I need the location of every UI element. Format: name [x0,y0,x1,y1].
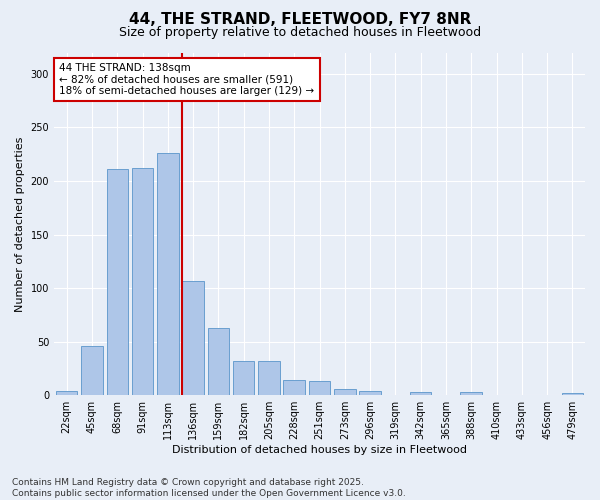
Bar [208,328,229,395]
Bar [309,382,330,395]
Bar [56,391,77,395]
Bar [182,280,204,395]
Bar [334,389,356,395]
Bar [258,361,280,395]
Bar [283,380,305,395]
Bar [233,361,254,395]
Y-axis label: Number of detached properties: Number of detached properties [15,136,25,312]
Bar [410,392,431,395]
Bar [107,169,128,395]
Bar [81,346,103,395]
Text: Size of property relative to detached houses in Fleetwood: Size of property relative to detached ho… [119,26,481,39]
Text: Contains HM Land Registry data © Crown copyright and database right 2025.
Contai: Contains HM Land Registry data © Crown c… [12,478,406,498]
Bar [132,168,153,395]
X-axis label: Distribution of detached houses by size in Fleetwood: Distribution of detached houses by size … [172,445,467,455]
Text: 44 THE STRAND: 138sqm
← 82% of detached houses are smaller (591)
18% of semi-det: 44 THE STRAND: 138sqm ← 82% of detached … [59,63,314,96]
Bar [562,393,583,395]
Bar [157,153,179,395]
Bar [460,392,482,395]
Bar [359,391,381,395]
Text: 44, THE STRAND, FLEETWOOD, FY7 8NR: 44, THE STRAND, FLEETWOOD, FY7 8NR [129,12,471,28]
